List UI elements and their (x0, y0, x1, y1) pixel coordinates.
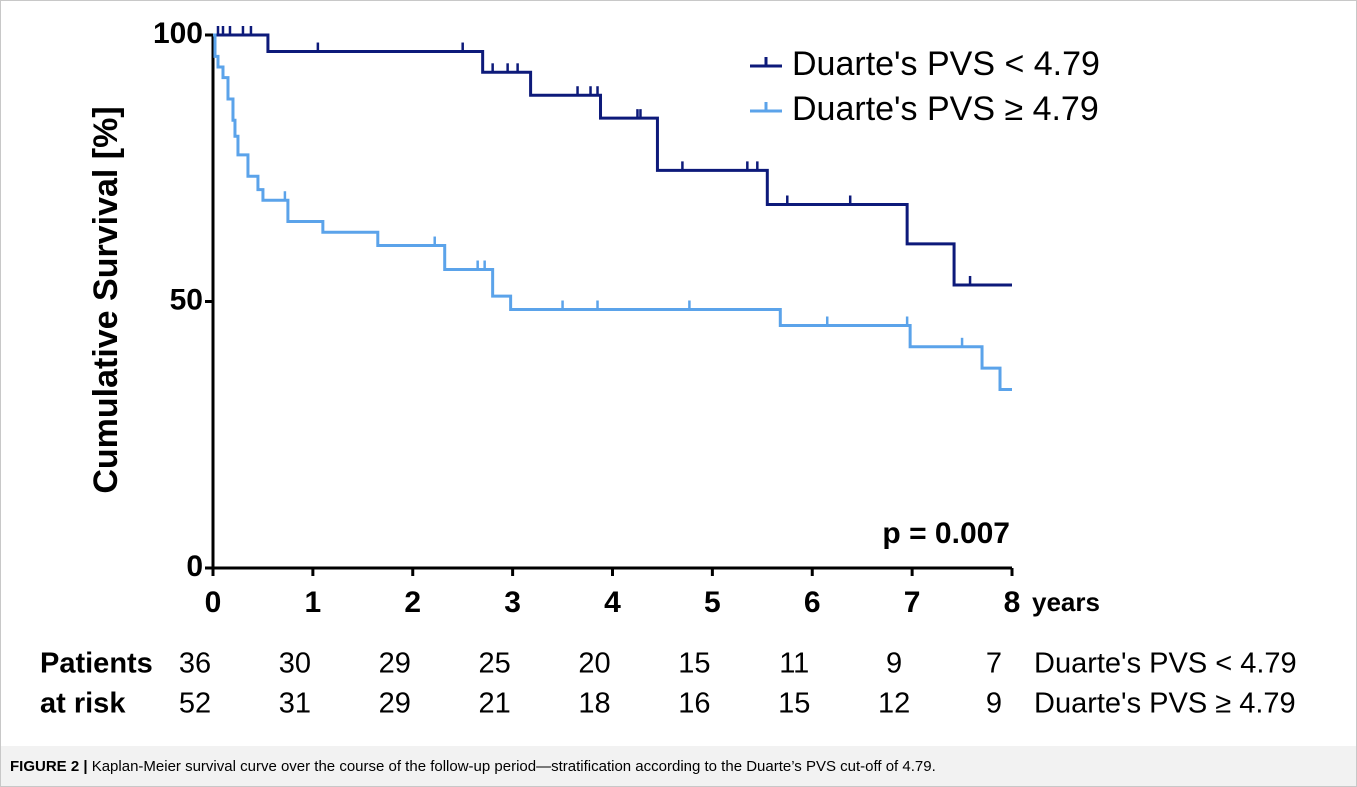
risk-count: 20 (578, 648, 610, 680)
survival-curve (213, 33, 1012, 391)
x-tick-label: 4 (604, 586, 621, 619)
risk-table-label: at risk (40, 688, 126, 720)
risk-count: 11 (779, 648, 809, 680)
risk-count: 15 (678, 648, 710, 680)
risk-count: 21 (478, 688, 510, 720)
caption-text: Kaplan-Meier survival curve over the cou… (88, 758, 936, 775)
risk-count: 25 (478, 648, 510, 680)
y-axis-title: Cumulative Survival [%] (87, 106, 125, 493)
x-tick-label: 0 (205, 586, 222, 619)
x-tick-label: 7 (904, 586, 921, 619)
risk-count: 29 (379, 648, 411, 680)
caption-label: FIGURE 2 | (10, 758, 88, 775)
risk-count: 36 (179, 648, 211, 680)
risk-count: 29 (379, 688, 411, 720)
x-tick-label: 8 (1004, 586, 1021, 619)
x-tick-label: 3 (504, 586, 521, 619)
y-tick-label: 0 (186, 550, 203, 583)
caption-band (1, 746, 1356, 786)
risk-row-name: Duarte's PVS < 4.79 (1034, 648, 1297, 680)
risk-count: 15 (778, 688, 810, 720)
x-tick-label: 5 (704, 586, 721, 619)
risk-count: 18 (578, 688, 610, 720)
risk-count: 9 (886, 648, 902, 680)
risk-count: 52 (179, 688, 211, 720)
x-tick-label: 1 (305, 586, 322, 619)
p-value: p = 0.007 (882, 517, 1010, 550)
x-axis-title: years (1032, 587, 1100, 617)
risk-row-name: Duarte's PVS ≥ 4.79 (1034, 688, 1296, 720)
y-tick-label: 100 (153, 17, 203, 50)
x-tick-label: 2 (404, 586, 421, 619)
risk-count: 16 (678, 688, 710, 720)
legend-label: Duarte's PVS < 4.79 (792, 45, 1100, 83)
risk-count: 12 (878, 688, 910, 720)
x-tick-label: 6 (804, 586, 821, 619)
risk-table-label: Patients (40, 648, 153, 680)
risk-count: 9 (986, 688, 1002, 720)
risk-count: 30 (279, 648, 311, 680)
risk-count: 7 (986, 648, 1002, 680)
y-tick-label: 50 (170, 283, 203, 316)
risk-count: 31 (279, 688, 311, 720)
caption: FIGURE 2 | Kaplan-Meier survival curve o… (10, 758, 936, 775)
legend-label: Duarte's PVS ≥ 4.79 (792, 90, 1099, 128)
survival-curve (213, 33, 1012, 287)
